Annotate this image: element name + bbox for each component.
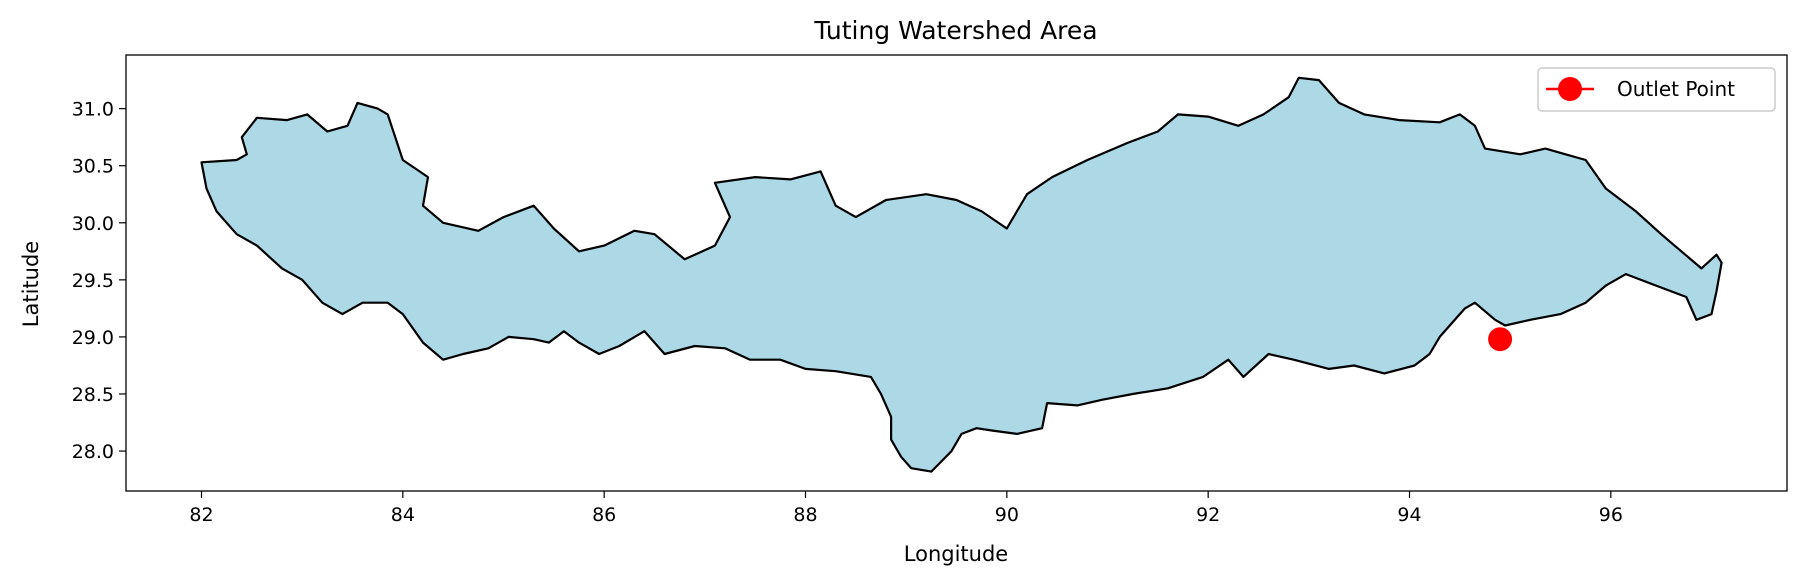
- y-tick-label: 29.0: [72, 327, 114, 349]
- plot-area: [125, 54, 1788, 492]
- x-tick-label: 86: [592, 504, 616, 526]
- x-tick-label: 84: [391, 504, 415, 526]
- y-tick-label: 31.0: [72, 99, 114, 121]
- x-axis-label: Longitude: [904, 542, 1008, 566]
- y-axis-label: Latitude: [19, 241, 43, 327]
- x-tick-label: 96: [1599, 504, 1623, 526]
- watershed-polygon: [200, 76, 1723, 473]
- chart-title: Tuting Watershed Area: [813, 16, 1097, 45]
- plot-frame: [125, 54, 1788, 492]
- x-axis-ticks: 82 84 86 88 90 92 94 96: [189, 491, 1623, 526]
- x-tick-label: 88: [793, 504, 817, 526]
- y-tick-label: 30.5: [72, 156, 114, 178]
- outlet-point-marker: [1488, 327, 1513, 352]
- y-axis-ticks: 28.0 28.5 29.0 29.5 30.0 30.5 31.0: [72, 99, 126, 463]
- x-tick-label: 94: [1397, 504, 1421, 526]
- x-tick-label: 82: [189, 504, 213, 526]
- y-tick-label: 30.0: [72, 213, 114, 235]
- x-tick-label: 90: [995, 504, 1019, 526]
- legend-box: [1537, 67, 1776, 112]
- y-tick-label: 28.0: [72, 441, 114, 463]
- y-tick-label: 29.5: [72, 270, 114, 292]
- y-tick-label: 28.5: [72, 384, 114, 406]
- legend-marker-dot: [1558, 77, 1582, 101]
- legend: Outlet Point: [1537, 67, 1776, 112]
- x-tick-label: 92: [1196, 504, 1220, 526]
- legend-label-outlet-point: Outlet Point: [1617, 77, 1735, 101]
